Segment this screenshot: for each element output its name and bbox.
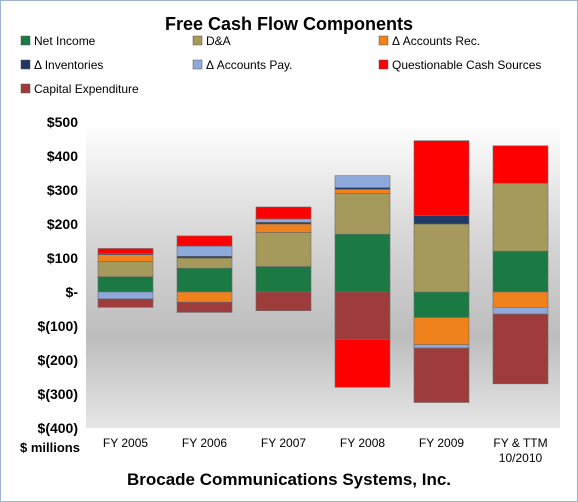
bar-d-a — [334, 193, 391, 235]
bar-net-income — [334, 233, 391, 293]
legend-swatch — [378, 59, 389, 70]
bar-accounts-pay — [255, 218, 312, 223]
bar-accounts-rec — [97, 254, 154, 262]
bar-accounts-rec — [334, 189, 391, 194]
bar-d-a — [176, 257, 233, 269]
chart-title: Free Cash Flow Components — [164, 14, 414, 34]
legend-swatch — [192, 59, 203, 70]
y-tick-label: $(200) — [38, 352, 78, 368]
legend-swatch — [378, 35, 389, 46]
bar-capital-expenditure — [413, 347, 470, 403]
bar-capital-expenditure — [255, 291, 312, 312]
bar-net-income — [492, 250, 549, 293]
legend-label-inventories: Δ Inventories — [34, 58, 103, 72]
y-tick-label: $(300) — [38, 386, 78, 402]
x-tick-label: FY 2005 — [103, 436, 148, 450]
legend-label-questionable-cash-sources: Questionable Cash Sources — [392, 58, 541, 72]
x-tick-label: FY 2008 — [340, 436, 385, 450]
company-title: Brocade Communications Systems, Inc. — [126, 470, 452, 489]
bar-accounts-pay — [413, 344, 470, 349]
bar-d-a — [255, 232, 312, 267]
bar-d-a — [97, 261, 154, 277]
legend-swatch — [20, 35, 31, 46]
legend-swatch — [192, 35, 203, 46]
bar-accounts-pay — [334, 175, 391, 188]
bar-inventories — [413, 215, 470, 225]
bar-accounts-rec — [413, 317, 470, 346]
bar-questionable-cash-sources-negative — [334, 339, 391, 388]
bar-accounts-pay — [97, 291, 154, 300]
bar-capital-expenditure — [492, 313, 549, 385]
legend-swatch — [20, 83, 31, 94]
legend-label-net-income: Net Income — [34, 34, 96, 48]
x-tick-label: FY 2006 — [182, 436, 227, 450]
legend-label-accounts-pay: Δ Accounts Pay. — [206, 58, 293, 72]
y-tick-label: $300 — [47, 182, 78, 198]
bar-capital-expenditure — [334, 291, 391, 340]
bar-net-income — [176, 267, 233, 293]
bar-accounts-pay — [492, 306, 549, 315]
bar-capital-expenditure — [97, 298, 154, 308]
legend-label-capital-expenditure: Capital Expenditure — [34, 82, 139, 96]
bar-questionable-cash-sources — [413, 140, 470, 216]
bar-d-a — [413, 223, 470, 293]
bar-accounts-rec — [176, 291, 233, 303]
bar-questionable-cash-sources — [255, 206, 312, 220]
bar-d-a — [492, 182, 549, 252]
unit-label: $ millions — [20, 440, 80, 455]
bar-questionable-cash-sources — [97, 248, 154, 254]
x-tick-label: FY 2009 — [419, 436, 464, 450]
y-tick-label: $200 — [47, 216, 78, 232]
y-tick-label: $(400) — [38, 420, 78, 436]
plot-area — [86, 122, 560, 428]
bar-net-income — [413, 291, 470, 318]
bar-accounts-pay — [176, 245, 233, 257]
y-tick-label: $400 — [47, 148, 78, 164]
y-tick-label: $(100) — [38, 318, 78, 334]
y-tick-label: $- — [66, 284, 79, 300]
bar-questionable-cash-sources — [176, 235, 233, 247]
x-tick-label: FY & TTM — [493, 436, 547, 450]
bar-accounts-rec — [255, 223, 312, 233]
y-tick-label: $100 — [47, 250, 78, 266]
bar-accounts-rec — [492, 291, 549, 308]
x-tick-label: FY 2007 — [261, 436, 306, 450]
bar-questionable-cash-sources — [492, 145, 549, 184]
bar-net-income — [255, 266, 312, 293]
bar-net-income — [97, 276, 154, 293]
legend-swatch — [20, 59, 31, 70]
legend-label-d-a: D&A — [206, 34, 231, 48]
legend-label-accounts-rec: Δ Accounts Rec. — [392, 34, 480, 48]
bar-capital-expenditure — [176, 301, 233, 313]
x-tick-label: 10/2010 — [499, 451, 543, 465]
y-tick-label: $500 — [47, 114, 78, 130]
